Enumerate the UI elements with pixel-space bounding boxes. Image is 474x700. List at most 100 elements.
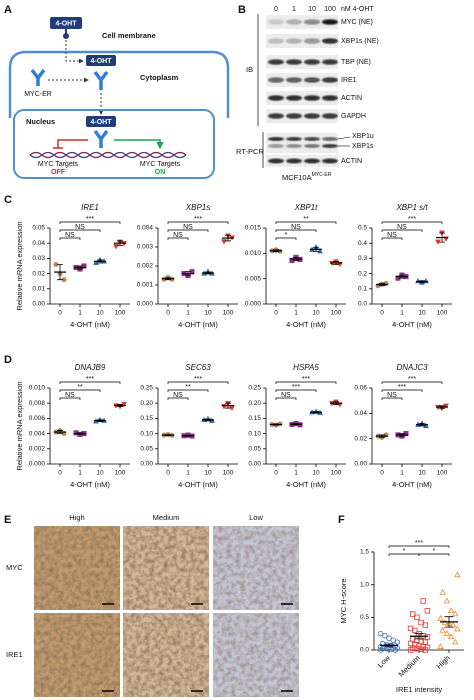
chart-title: DNAJB9	[75, 363, 106, 372]
x-tick-label: 1	[78, 310, 82, 317]
sig-label: NS	[387, 392, 397, 399]
y-tick-label: 0.06	[354, 385, 367, 392]
y-tick-label: 0.000	[29, 461, 46, 468]
sig-bracket	[381, 389, 423, 392]
row-label: XBP1u	[352, 133, 374, 140]
sig-bracket	[167, 397, 189, 400]
panel-label: F	[338, 514, 345, 526]
unit-label: nM 4-OHT	[341, 6, 374, 13]
point	[439, 588, 446, 595]
row-label: MYC	[6, 563, 23, 572]
x-tick-label: High	[435, 653, 452, 670]
point	[409, 611, 416, 617]
y-tick-label: 0.2	[358, 270, 367, 277]
chart-title: XBP1s	[185, 203, 210, 212]
rtpcr-label: RT-PCR	[236, 147, 264, 156]
cell-membrane	[8, 50, 230, 118]
column-label: High	[69, 513, 84, 522]
ligand-box	[86, 55, 116, 66]
targets-label: MYC Targets	[140, 161, 181, 168]
row-label: GAPDH	[341, 113, 366, 120]
y-tick-label: 0.015	[245, 225, 262, 232]
x-tick-label: 0	[58, 470, 62, 477]
sig-label: ***	[408, 216, 416, 223]
point	[437, 615, 444, 621]
y-tick-label: 0.008	[29, 400, 46, 407]
band	[304, 38, 320, 44]
sig-label: **	[77, 384, 83, 391]
sig-bracket	[167, 389, 209, 392]
y-tick-label: 0.15	[248, 415, 261, 422]
band	[286, 19, 302, 25]
y-tick-label: 0.20	[140, 400, 153, 407]
y-tick-label: 0.02	[32, 270, 45, 277]
band	[304, 95, 320, 101]
x-tick-label: Low	[376, 653, 393, 670]
band	[322, 144, 338, 148]
y-tick-label: 0.005	[245, 275, 262, 282]
y-tick-label: 0.20	[248, 400, 261, 407]
x-tick-label: 1	[186, 310, 190, 317]
x-tick-label: 0	[274, 310, 278, 317]
y-tick-label: 0.05	[140, 446, 153, 453]
on-label: ON	[155, 169, 166, 176]
band	[268, 38, 284, 44]
sig-label: NS	[397, 224, 407, 231]
point	[447, 607, 455, 614]
x-tick-label: 0	[58, 310, 62, 317]
x-tick-label: 10	[312, 310, 320, 317]
sig-label: NS	[291, 224, 301, 231]
y-tick-label: 0.000	[137, 301, 154, 308]
band	[286, 113, 302, 119]
y-tick-label: 0.5	[358, 225, 367, 232]
chart-title: DNAJC3	[396, 363, 428, 372]
row-label: XBP1s	[352, 143, 374, 150]
sig-bracket	[381, 237, 403, 240]
ihc-texture	[123, 613, 209, 697]
sig-label: *	[433, 548, 436, 555]
x-tick-label: 100	[223, 310, 234, 317]
y-tick-label: 0.10	[140, 430, 153, 437]
bound-receptor	[93, 70, 109, 90]
sig-bracket	[275, 389, 317, 392]
band	[286, 38, 302, 44]
x-tick-label: 10	[96, 310, 104, 317]
inhibition	[53, 139, 88, 149]
x-tick-label: 10	[96, 470, 104, 477]
y-tick-label: 0.5	[360, 614, 369, 621]
sig-bracket	[59, 237, 81, 240]
y-tick-label: 0.05	[32, 225, 45, 232]
x-tick-label: 0	[274, 470, 278, 477]
band	[286, 95, 302, 101]
ligand-label: 4-OHT	[91, 58, 113, 65]
point	[392, 647, 398, 653]
y-tick-label: 0.4	[358, 240, 367, 247]
x-tick-label: 0	[380, 470, 384, 477]
panel-label: A	[4, 4, 12, 16]
x-tick-label: 100	[437, 470, 448, 477]
x-axis-label: 4-OHT (nM)	[392, 320, 432, 329]
point	[386, 635, 392, 641]
sig-bracket	[275, 397, 297, 400]
y-tick-label: 0.0	[360, 647, 369, 654]
ihc-texture	[213, 526, 299, 610]
point	[423, 422, 429, 429]
sig-label: ***	[86, 216, 94, 223]
entry-arrow	[65, 40, 84, 64]
off-label: OFF	[51, 169, 66, 176]
x-tick-label: 100	[115, 470, 126, 477]
x-tick-label: 100	[115, 310, 126, 317]
pointer	[337, 136, 351, 140]
ligand-label: 4-OHT	[56, 20, 78, 27]
band	[322, 59, 338, 65]
x-tick-label: 10	[418, 310, 426, 317]
sig-bracket	[381, 381, 443, 384]
sig-label: **	[303, 216, 309, 223]
y-tick-label: 0.15	[140, 415, 153, 422]
sig-label: NS	[183, 224, 193, 231]
y-tick-label: 0.00	[354, 461, 367, 468]
sig-label: NS	[281, 392, 291, 399]
band	[286, 158, 302, 164]
x-tick-label: Medium	[397, 653, 422, 678]
row-label: XBP1s (NE)	[341, 38, 379, 45]
